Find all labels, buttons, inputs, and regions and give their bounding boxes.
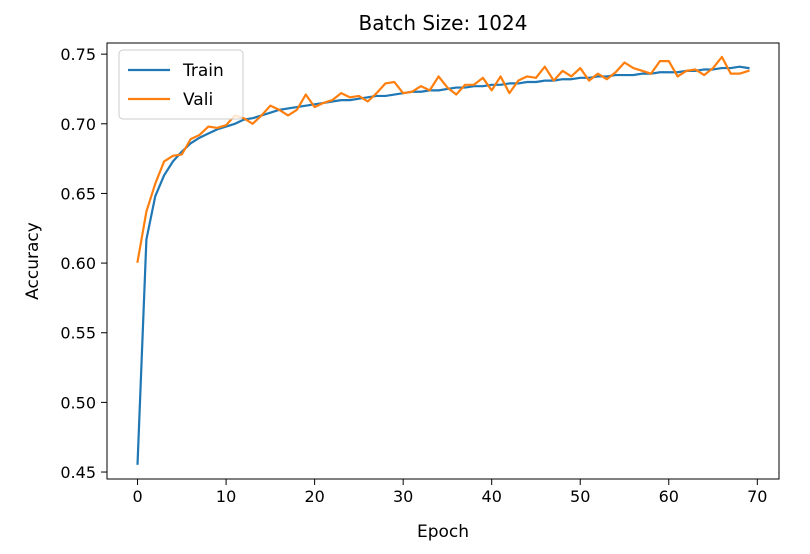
x-axis-label: Epoch xyxy=(417,522,469,542)
y-tick-label: 0.60 xyxy=(60,254,96,273)
x-tick-label: 70 xyxy=(747,487,767,506)
plot-frame xyxy=(106,42,780,480)
x-tick-label: 0 xyxy=(132,487,142,506)
y-axis: 0.45 0.50 0.55 0.60 0.65 0.70 0.75 xyxy=(60,45,107,482)
y-tick-label: 0.75 xyxy=(60,45,96,64)
legend-label-train: Train xyxy=(182,61,224,81)
x-tick-label: 60 xyxy=(659,487,679,506)
series-line-train xyxy=(136,65,750,465)
x-tick-label: 40 xyxy=(482,487,502,506)
x-tick-label: 50 xyxy=(570,487,590,506)
x-tick-label: 10 xyxy=(216,487,236,506)
chart-title: Batch Size: 1024 xyxy=(359,11,528,35)
y-tick-label: 0.65 xyxy=(60,184,96,203)
legend: Train Vali xyxy=(118,49,244,120)
x-tick-label: 20 xyxy=(304,487,324,506)
x-tick-label: 30 xyxy=(393,487,413,506)
y-tick-label: 0.45 xyxy=(60,463,96,482)
legend-label-vali: Vali xyxy=(183,90,213,110)
y-tick-label: 0.50 xyxy=(60,393,96,412)
y-tick-label: 0.70 xyxy=(60,115,96,134)
y-axis-label: Accuracy xyxy=(23,222,43,300)
legend-box xyxy=(118,49,244,120)
x-axis: 0 10 20 30 40 50 60 70 xyxy=(132,479,767,506)
y-tick-label: 0.55 xyxy=(60,324,96,343)
